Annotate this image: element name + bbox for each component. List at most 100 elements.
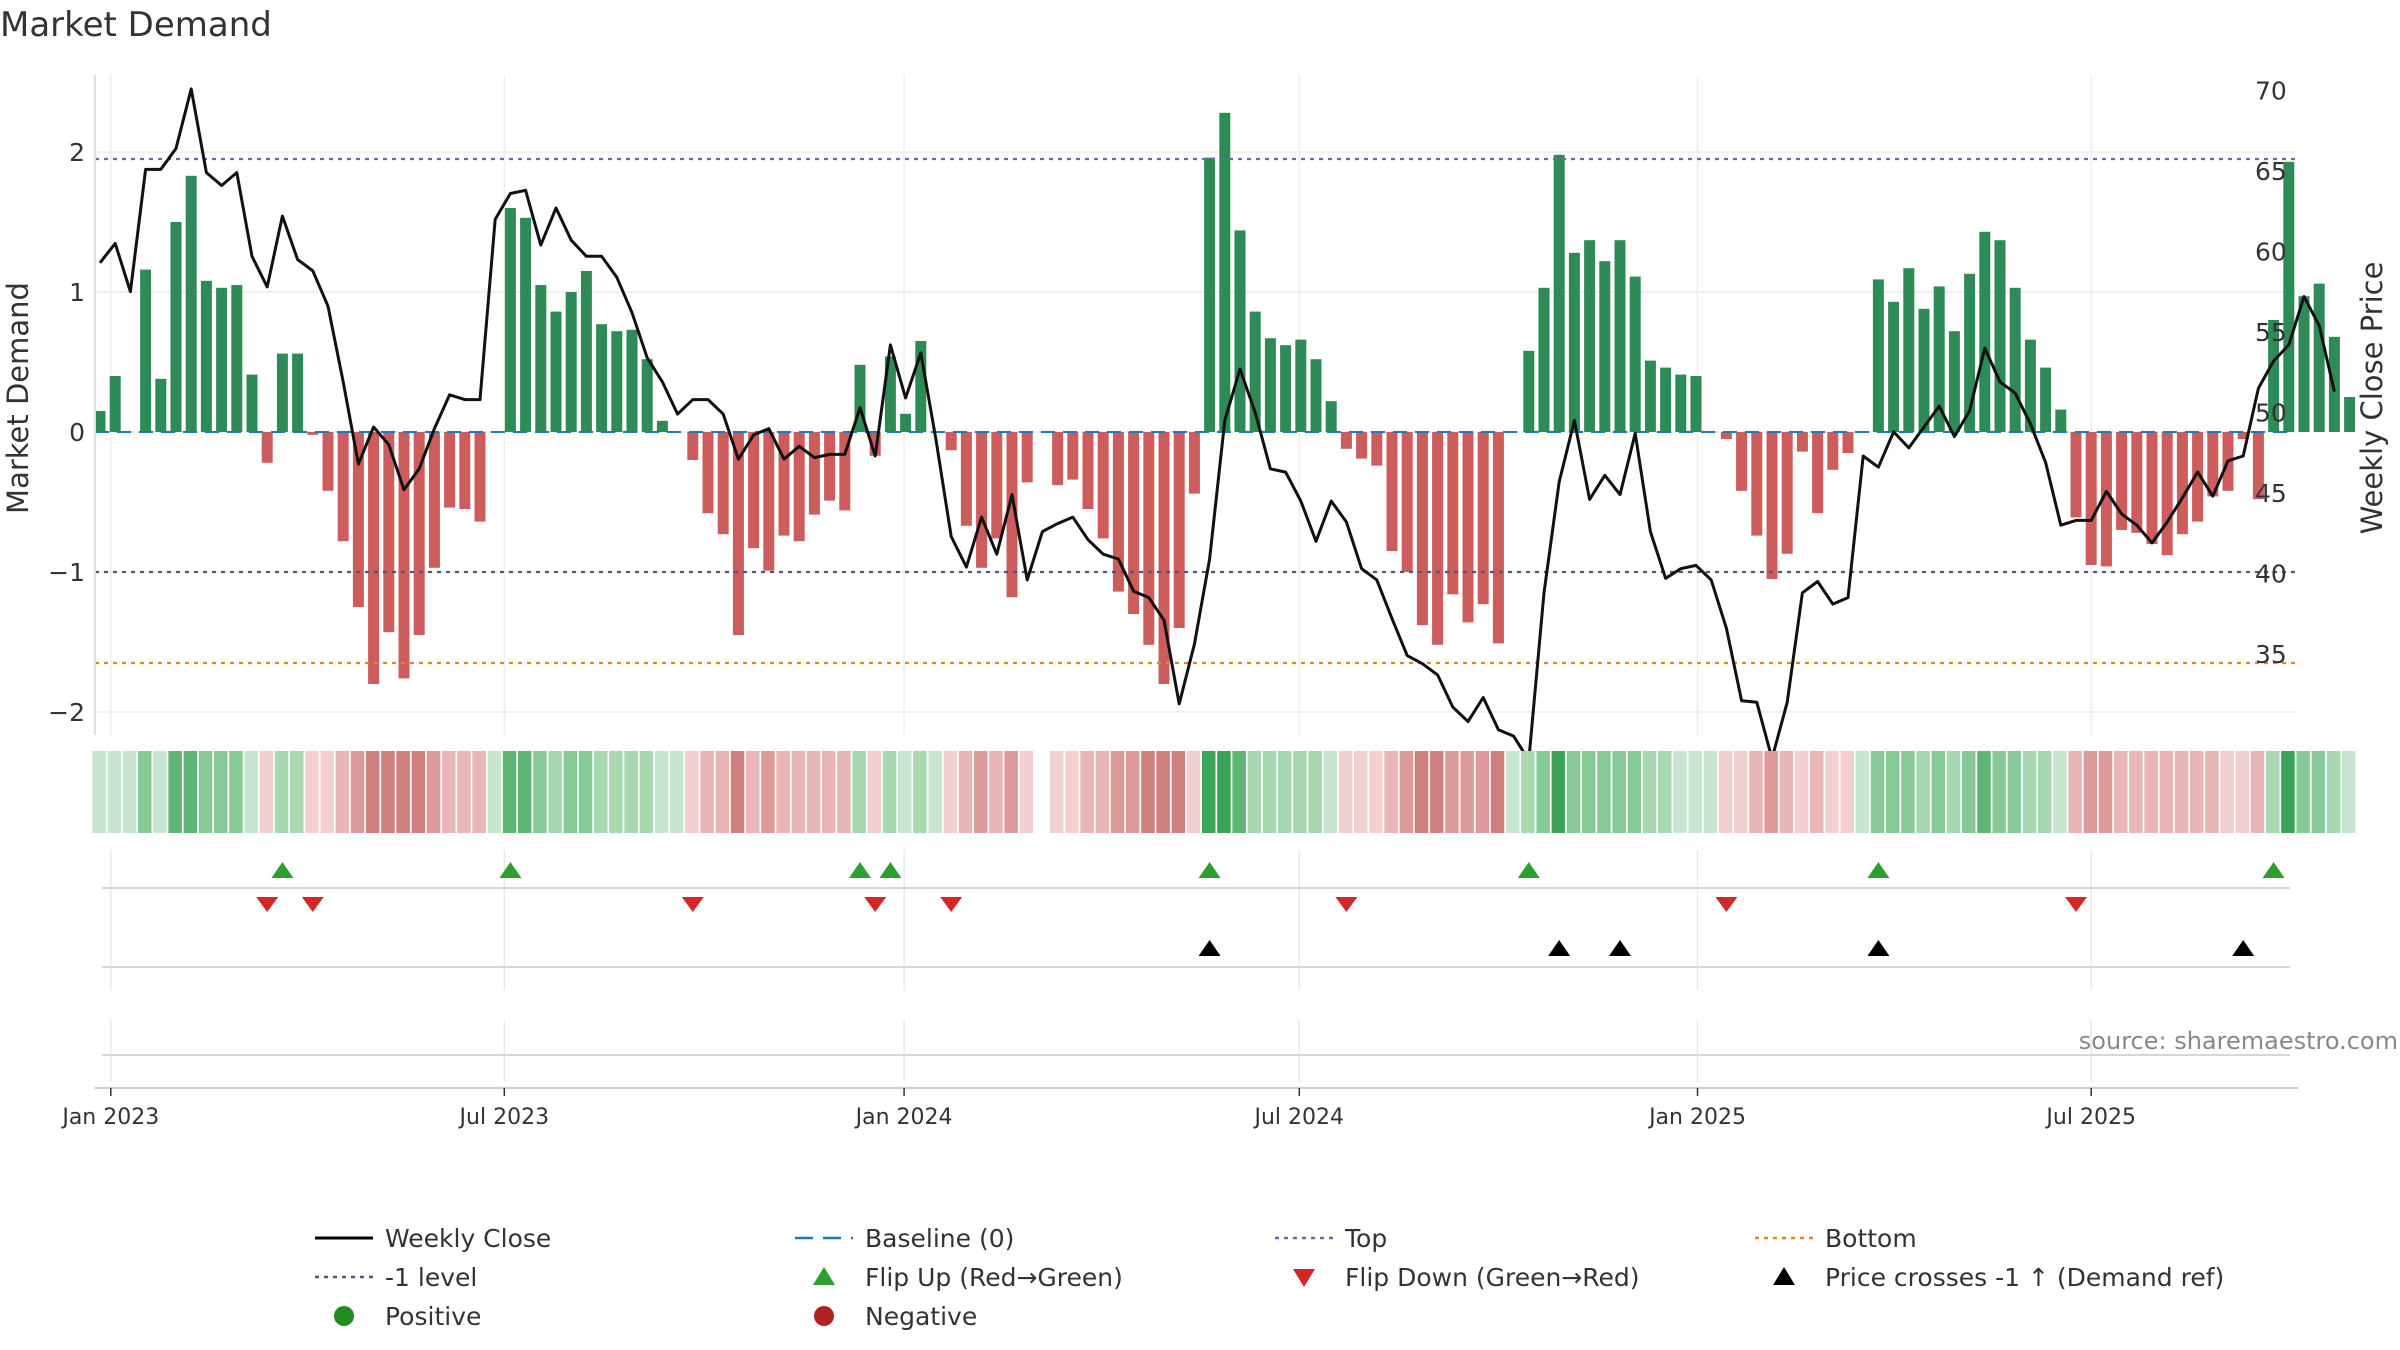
demand-bar [1675, 374, 1687, 432]
heat-cell [1369, 751, 1383, 833]
demand-bar [1979, 231, 1991, 432]
demand-bar [1553, 154, 1565, 433]
legend-item: Negative [814, 1302, 977, 1331]
heat-cell [1278, 751, 1292, 833]
legend-label: Bottom [1825, 1224, 1917, 1253]
demand-bar [1371, 432, 1383, 466]
heat-cell [1202, 751, 1216, 833]
x-tick-label: Jul 2025 [2044, 1105, 2136, 1130]
heat-cell [1992, 751, 2006, 833]
heat-cell [1566, 751, 1581, 833]
demand-bar [1477, 432, 1489, 605]
demand-bar [2161, 432, 2173, 556]
y-axis-label: Market Demand [1, 282, 35, 514]
heat-cell [1962, 751, 1976, 833]
y-tick-label: −1 [48, 558, 85, 587]
heat-cell [1414, 751, 1429, 833]
price-cross-marker [1548, 940, 1571, 956]
weekly-close-line-group [98, 87, 2336, 762]
demand-bar [383, 432, 395, 633]
demand-bar [1751, 432, 1763, 536]
flip-down-marker [256, 897, 279, 912]
demand-bar [1447, 432, 1459, 595]
demand-bar [185, 175, 197, 433]
legend-label: Top [1344, 1224, 1387, 1253]
demand-bar [2070, 432, 2082, 518]
heat-cell [1293, 751, 1307, 833]
demand-bar [2040, 367, 2052, 432]
heat-cell [761, 751, 775, 833]
flip-up-marker [1517, 862, 1540, 878]
demand-bar [778, 432, 790, 536]
demand-bar [1720, 432, 1732, 439]
y-tick-label: 1 [69, 278, 85, 307]
heat-cell [1536, 751, 1550, 833]
demand-bar [2055, 409, 2067, 432]
demand-bar [793, 432, 805, 542]
demand-bar [2237, 432, 2249, 439]
heat-cell [1065, 751, 1079, 833]
legend-item: Positive [334, 1302, 481, 1331]
heat-cell [913, 751, 927, 833]
heat-cell [791, 751, 806, 833]
demand-bar [170, 222, 182, 432]
demand-bar [1523, 350, 1535, 432]
demand-bar [1128, 432, 1140, 614]
heat-cell [2022, 751, 2037, 833]
demand-bar [1492, 432, 1504, 644]
heat-cell [2007, 751, 2022, 833]
demand-bar [1903, 268, 1915, 432]
demand-bar [322, 432, 334, 491]
demand-bar [1584, 240, 1596, 432]
legend-item: Top [1275, 1224, 1387, 1253]
heat-cell [1658, 751, 1672, 833]
heat-cell [1688, 751, 1702, 833]
heat-cell [1901, 751, 1915, 833]
demand-bar [352, 432, 364, 607]
heat-cell [1506, 751, 1520, 833]
flip-down-marker [301, 897, 324, 912]
demand-bar [109, 376, 121, 432]
heat-cell [2205, 751, 2219, 833]
heat-cell [1779, 751, 1794, 833]
legend-item: Weekly Close [315, 1224, 551, 1253]
x-tick-label: Jan 2023 [60, 1105, 159, 1130]
heat-cell [2098, 751, 2113, 833]
heat-cell [2296, 751, 2310, 833]
demand-bar [1736, 432, 1748, 491]
legend-item: -1 level [315, 1263, 477, 1292]
heat-cell [943, 751, 958, 833]
legend-label: Price crosses -1 ↑ (Demand ref) [1825, 1263, 2224, 1292]
legend-label: Baseline (0) [865, 1224, 1014, 1253]
demand-bar [1964, 273, 1976, 432]
flip-up-marker [849, 862, 871, 878]
heat-cell [852, 751, 866, 833]
demand-bar [1310, 359, 1322, 432]
heat-cell [989, 751, 1003, 833]
heat-cell [2174, 751, 2189, 833]
heat-cell [1262, 751, 1277, 833]
heat-cell [806, 751, 821, 833]
demand-bar [2116, 432, 2128, 530]
legend-label: Negative [865, 1302, 977, 1331]
demand-bar [2268, 320, 2280, 432]
demand-bar [854, 364, 866, 432]
demand-bar [2146, 432, 2158, 544]
demand-bar [2344, 397, 2356, 432]
x-tick-label: Jul 2024 [1253, 1105, 1345, 1130]
heat-cell [928, 751, 942, 833]
demand-bar [2085, 432, 2097, 565]
demand-bar [1143, 432, 1155, 645]
heat-cell [1749, 751, 1763, 833]
heat-cell [654, 751, 669, 833]
heat-cell [290, 751, 304, 833]
legend-label: Flip Up (Red→Green) [865, 1263, 1123, 1292]
y2-tick-label: 45 [2255, 479, 2287, 508]
y-tick-label: 2 [69, 138, 85, 167]
demand-bar [2100, 432, 2112, 567]
demand-bar [763, 432, 775, 571]
demand-bar [413, 432, 425, 635]
demand-bar [580, 271, 592, 432]
demand-heat-strip [92, 751, 2356, 833]
